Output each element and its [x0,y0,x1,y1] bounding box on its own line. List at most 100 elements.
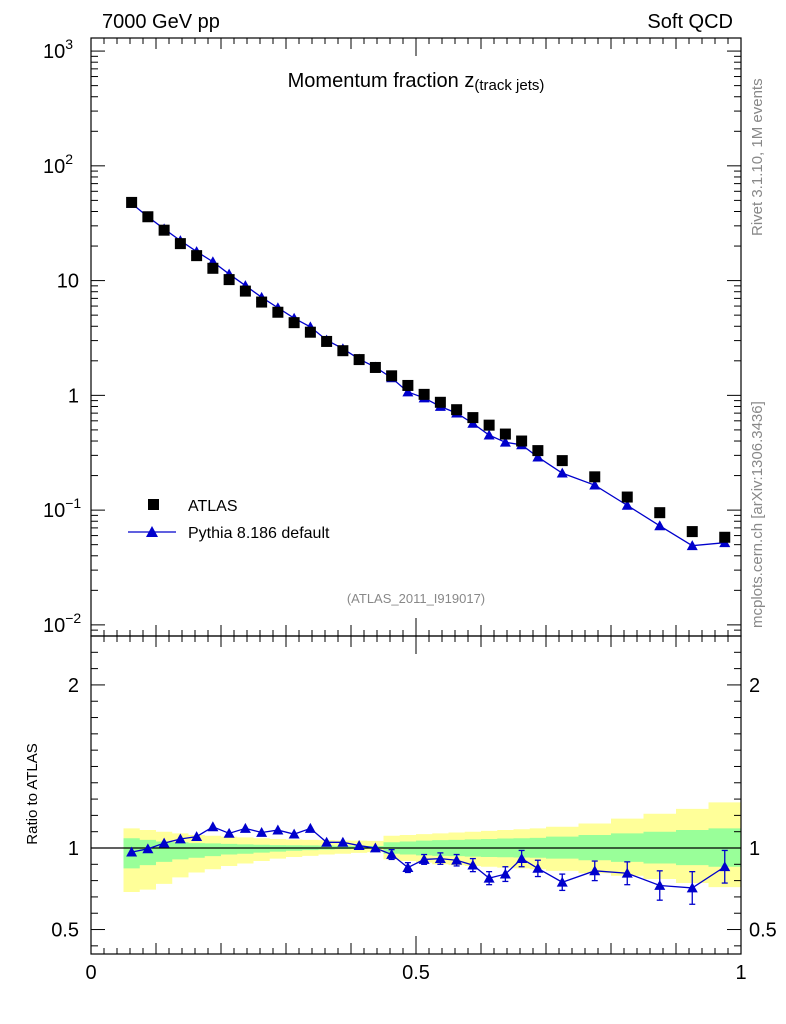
chart-title-subscript: (track jets) [474,77,544,94]
ratio-y-tick-label-right: 1 [749,838,760,860]
atlas-point [369,361,381,373]
chart-title-main: Momentum fraction z [288,70,475,92]
atlas-point [288,317,300,329]
ratio-point [353,840,365,850]
main-y-tick-base: 10 [43,615,65,637]
x-tick-label: 1 [735,962,746,984]
atlas-point [223,274,235,286]
ratio-point [126,846,138,857]
ratio-point [191,831,203,841]
main-y-tick-exponent: 2 [65,151,73,167]
ratio-point [556,876,568,887]
ratio-point [304,822,316,833]
main-y-tick-exponent: 3 [65,36,73,52]
ratio-point [483,872,495,883]
x-tick-label: 0 [85,962,96,984]
atlas-point [174,238,186,250]
atlas-point [272,306,284,318]
main-frame [90,37,742,637]
ratio-y-tick-label-left: 0.5 [51,920,79,942]
ratio-point [402,862,414,872]
ratio-point [654,880,666,890]
atlas-point [142,211,154,223]
chart-title: Momentum fraction z(track jets) [288,70,545,94]
atlas-point [451,404,463,416]
legend-pythia-marker [146,526,158,537]
pythia-point [654,520,666,531]
atlas-point [191,250,203,262]
main-y-tick-base: 10 [43,156,65,178]
atlas-point [386,370,398,382]
main-panel [90,37,742,637]
ratio-point [386,849,398,859]
mcplots-label: mcplots.cern.ch [arXiv:1306.3436] [749,401,766,628]
analysis-label: (ATLAS_2011_I919017) [347,591,485,606]
atlas-point [483,419,495,431]
ratio-point [272,824,284,835]
pythia-point [589,479,601,490]
atlas-point [158,224,170,236]
main-series [126,196,731,551]
atlas-point [654,507,666,519]
ratio-y-tick-label-right: 0.5 [749,920,777,942]
atlas-point [686,526,698,538]
main-y-tick-label: 102 [43,151,73,178]
ratio-point [288,828,300,839]
pythia-point [556,467,568,478]
ratio-point [532,862,544,873]
ratio-axes: 2 21 10.5 0.50 0.5 1 [51,635,777,984]
pythia-point [686,540,698,551]
atlas-point [321,335,333,347]
ratio-y-tick-label-left: 1 [68,838,79,860]
pythia-point [499,436,511,447]
ratio-point [418,853,430,864]
main-y-tick-label: 1 [68,385,79,407]
atlas-point [256,296,268,308]
main-y-tick-label: 103 [43,36,73,63]
ratio-y-axis-label: Ratio to ATLAS [24,743,41,844]
atlas-point [304,326,316,338]
ratio-point [451,854,463,865]
ratio-point [621,867,633,878]
atlas-point [239,285,251,297]
header-left-label: 7000 GeV pp [102,11,220,33]
ratio-series [126,821,731,905]
atlas-point [516,435,528,447]
pythia-point [532,451,544,462]
atlas-point [337,345,349,357]
ratio-point [207,821,219,832]
pythia-point [483,429,495,440]
header-right-label: Soft QCD [647,11,733,33]
atlas-point [621,491,633,503]
atlas-point [499,428,511,440]
ratio-point [719,861,731,872]
atlas-point [207,262,219,274]
atlas-point [556,455,568,467]
ratio-point [499,868,511,879]
rivet-version-label: Rivet 3.1.10, 1M events [749,78,766,236]
ratio-point [589,865,601,876]
legend: ATLAS Pythia 8.186 default [128,498,330,542]
main-y-tick-base: 10 [43,41,65,63]
atlas-point [532,445,544,457]
atlas-point [434,396,446,408]
pythia-point [621,499,633,510]
x-tick-label: 0.5 [402,962,430,984]
atlas-point [353,354,365,366]
ratio-uncertainty-bands [123,802,741,893]
atlas-point [402,379,414,391]
legend-atlas-label: ATLAS [188,498,238,515]
pythia-line [131,202,725,547]
ratio-point [434,853,446,863]
ratio-point [142,843,154,854]
ratio-point [337,836,349,847]
main-y-tick-exponent: −2 [65,610,81,626]
legend-pythia-label: Pythia 8.186 default [188,525,330,542]
ratio-point [174,833,186,844]
main-y-tick-label: 10−2 [43,610,81,637]
main-y-tick-label: 10−1 [43,495,81,522]
atlas-point [719,531,731,543]
legend-atlas-marker [148,499,159,510]
pythia-point [402,386,414,397]
atlas-point [467,412,479,424]
